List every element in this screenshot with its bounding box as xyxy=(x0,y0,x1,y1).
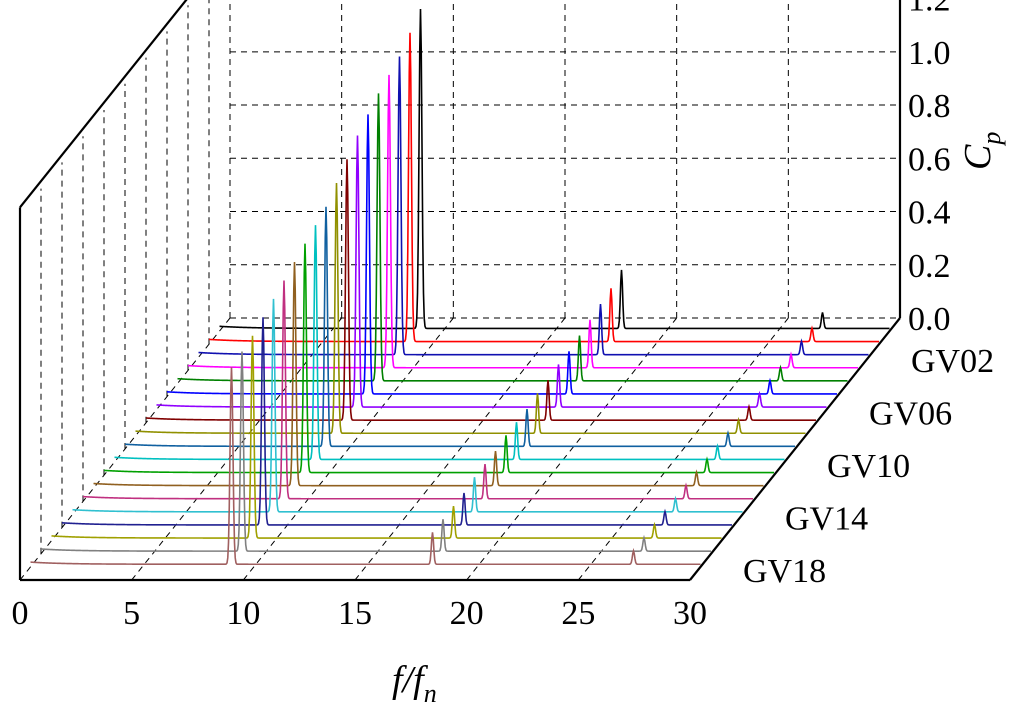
y-tick-label: 1.2 xyxy=(908,0,951,19)
y-tick-label: 0.0 xyxy=(908,301,951,338)
y-tick-label: 0.6 xyxy=(908,141,951,178)
series-line xyxy=(124,206,795,448)
x-tick-label: 10 xyxy=(226,595,260,632)
x-axis-label-main: f/f xyxy=(392,659,428,701)
series-line xyxy=(135,183,806,435)
grid-line-floor xyxy=(354,317,566,581)
series-line xyxy=(93,262,764,487)
axis-frame-layer xyxy=(18,0,902,582)
y-tick-label: 0.4 xyxy=(908,195,951,232)
y-tick-label: 0.2 xyxy=(908,248,951,285)
x-axis-label-sub: n xyxy=(424,679,437,707)
depth-tick-label: GV02 xyxy=(911,343,994,380)
grid-line-floor xyxy=(242,317,454,581)
y-axis-label-main: C xyxy=(957,144,999,170)
series-line xyxy=(103,243,774,474)
tick-label-layer: 0510152025300.00.20.40.60.81.01.21.4GV02… xyxy=(12,0,995,632)
grid-line-floor xyxy=(131,317,343,581)
y-axis-label: Cp xyxy=(957,132,1006,170)
x-tick-label: 15 xyxy=(338,595,372,632)
series-line xyxy=(145,159,816,421)
grid-line-floor xyxy=(577,317,789,581)
back-grid-layer xyxy=(19,0,901,581)
depth-tick-label: GV10 xyxy=(827,448,910,485)
series-line xyxy=(61,317,732,526)
x-tick-label: 25 xyxy=(561,595,595,632)
axis-frame-line xyxy=(19,0,188,209)
series-line xyxy=(187,74,858,369)
depth-tick-label: GV18 xyxy=(743,553,826,590)
depth-tick-label: GV14 xyxy=(785,500,868,537)
grid-line-floor xyxy=(466,317,678,581)
x-tick-label: 20 xyxy=(450,595,484,632)
y-tick-label: 0.8 xyxy=(908,88,951,125)
series-line xyxy=(114,225,785,461)
axis-frame-line xyxy=(689,317,901,581)
series-line xyxy=(219,9,890,330)
y-tick-label: 1.0 xyxy=(908,35,951,72)
x-axis-label: f/fn xyxy=(392,659,437,707)
depth-tick-label: GV06 xyxy=(869,396,952,433)
series-line xyxy=(51,335,722,539)
x-tick-label: 0 xyxy=(12,595,29,632)
series-line xyxy=(40,351,711,552)
series-line xyxy=(156,135,827,408)
series-layer xyxy=(30,9,890,566)
series-line xyxy=(72,298,743,513)
x-tick-label: 5 xyxy=(123,595,140,632)
series-line xyxy=(208,32,879,343)
series-line xyxy=(177,93,848,382)
series-line xyxy=(30,367,701,566)
y-axis-label-sub: p xyxy=(977,132,1006,147)
series-line xyxy=(198,56,869,356)
x-tick-label: 30 xyxy=(673,595,707,632)
series-line xyxy=(82,280,753,500)
series-line xyxy=(166,114,837,395)
